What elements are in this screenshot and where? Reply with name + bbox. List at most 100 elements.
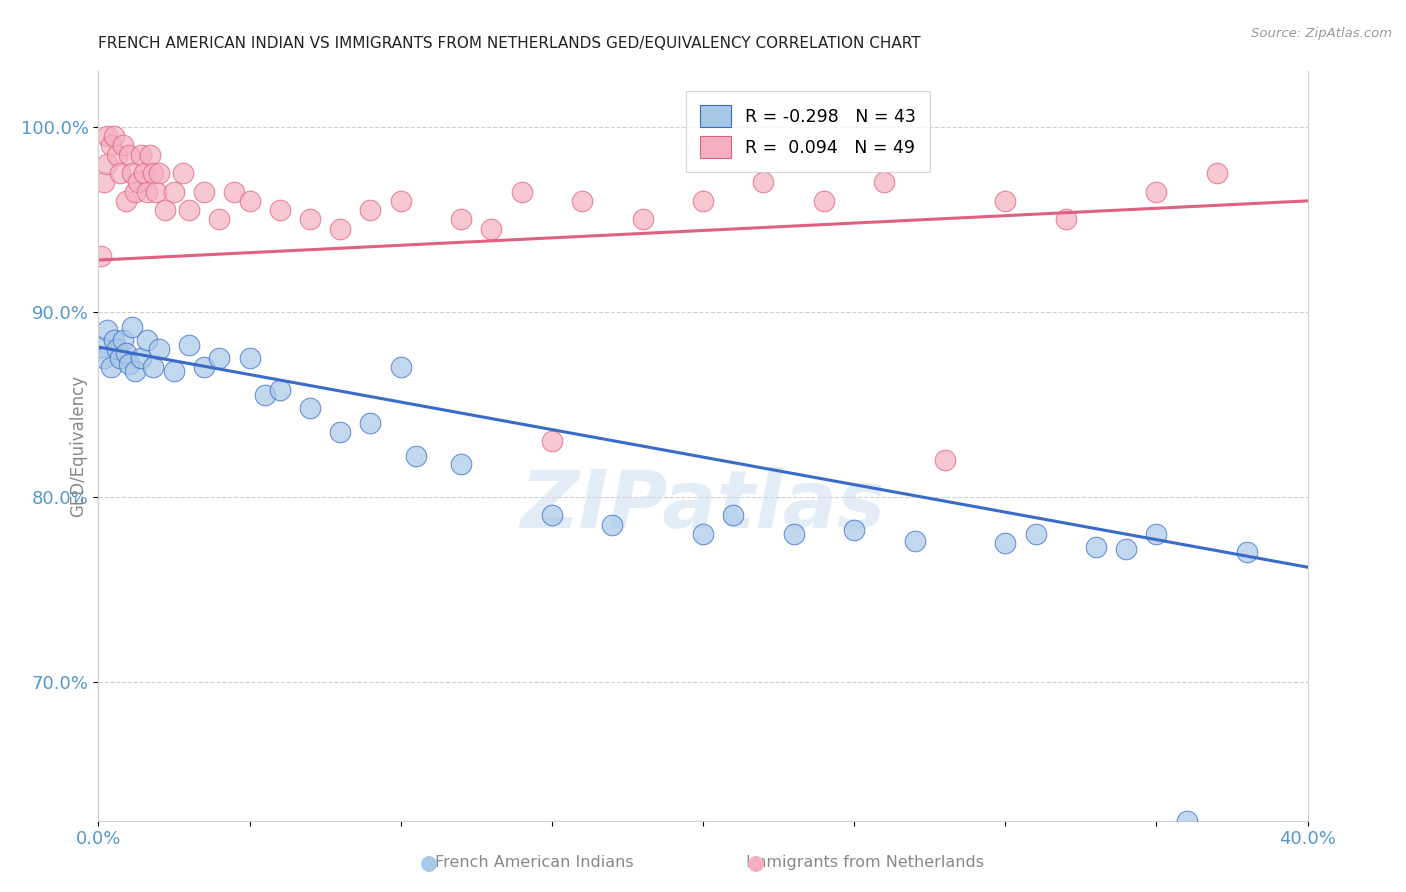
Point	[121, 319, 143, 334]
Point	[224, 185, 246, 199]
Point	[135, 333, 157, 347]
Point	[114, 194, 136, 208]
Point	[148, 166, 170, 180]
Point	[752, 175, 775, 189]
Point	[481, 221, 503, 235]
Point	[239, 194, 262, 208]
Point	[360, 203, 382, 218]
Point	[1085, 540, 1108, 554]
Point	[510, 185, 533, 199]
Legend: R = -0.298   N = 43, R =  0.094   N = 49: R = -0.298 N = 43, R = 0.094 N = 49	[686, 91, 931, 172]
Point	[163, 364, 186, 378]
Point	[904, 534, 927, 549]
Point	[723, 508, 745, 523]
Point	[111, 333, 134, 347]
Point	[90, 340, 112, 354]
Point	[142, 166, 165, 180]
Point	[1206, 166, 1229, 180]
Point	[193, 185, 215, 199]
Point	[124, 185, 146, 199]
Point	[135, 185, 157, 199]
Point	[631, 212, 654, 227]
Point	[571, 194, 593, 208]
Point	[450, 457, 472, 471]
Text: FRENCH AMERICAN INDIAN VS IMMIGRANTS FROM NETHERLANDS GED/EQUIVALENCY CORRELATIO: FRENCH AMERICAN INDIAN VS IMMIGRANTS FRO…	[98, 36, 921, 51]
Text: ZIPatlas: ZIPatlas	[520, 467, 886, 545]
Point	[163, 185, 186, 199]
Point	[96, 157, 118, 171]
Point	[844, 523, 866, 537]
Point	[299, 212, 322, 227]
Point	[118, 357, 141, 371]
Text: Immigrants from Netherlands: Immigrants from Netherlands	[745, 855, 984, 870]
Point	[1024, 527, 1046, 541]
Point	[692, 527, 714, 541]
Point	[105, 147, 128, 161]
Point	[193, 360, 215, 375]
Point	[114, 345, 136, 359]
Text: Source: ZipAtlas.com: Source: ZipAtlas.com	[1251, 27, 1392, 40]
Point	[540, 434, 562, 449]
Point	[994, 536, 1017, 550]
Point	[208, 351, 231, 365]
Point	[93, 351, 115, 365]
Point	[299, 401, 322, 415]
Point	[108, 351, 131, 365]
Text: ●: ●	[748, 853, 765, 872]
Point	[934, 453, 956, 467]
Point	[142, 360, 165, 375]
Point	[100, 138, 122, 153]
Point	[172, 166, 194, 180]
Point	[132, 166, 155, 180]
Point	[153, 203, 176, 218]
Point	[269, 383, 291, 397]
Point	[329, 425, 352, 439]
Point	[540, 508, 562, 523]
Text: French American Indians: French American Indians	[434, 855, 634, 870]
Point	[96, 323, 118, 337]
Point	[783, 527, 806, 541]
Point	[100, 360, 122, 375]
Point	[329, 221, 352, 235]
Point	[1054, 212, 1077, 227]
Point	[813, 194, 835, 208]
Point	[269, 203, 291, 218]
Point	[129, 351, 152, 365]
Point	[96, 129, 118, 144]
Point	[1144, 185, 1167, 199]
Point	[90, 249, 112, 263]
Point	[129, 147, 152, 161]
Point	[253, 388, 276, 402]
Point	[692, 194, 714, 208]
Point	[450, 212, 472, 227]
Point	[360, 416, 382, 430]
Point	[179, 338, 201, 352]
Point	[103, 129, 125, 144]
Point	[994, 194, 1017, 208]
Point	[139, 147, 162, 161]
Point	[105, 342, 128, 356]
Point	[127, 175, 149, 189]
Point	[93, 175, 115, 189]
Point	[124, 364, 146, 378]
Point	[873, 175, 896, 189]
Point	[1236, 545, 1258, 559]
Point	[103, 333, 125, 347]
Point	[145, 185, 167, 199]
Point	[1144, 527, 1167, 541]
Point	[118, 147, 141, 161]
Point	[179, 203, 201, 218]
Point	[239, 351, 262, 365]
Point	[111, 138, 134, 153]
Point	[602, 517, 624, 532]
Point	[108, 166, 131, 180]
Y-axis label: GED/Equivalency: GED/Equivalency	[69, 375, 87, 517]
Point	[389, 360, 412, 375]
Point	[148, 342, 170, 356]
Point	[389, 194, 412, 208]
Point	[405, 449, 427, 463]
Point	[121, 166, 143, 180]
Text: ●: ●	[420, 853, 437, 872]
Point	[1115, 541, 1137, 556]
Point	[208, 212, 231, 227]
